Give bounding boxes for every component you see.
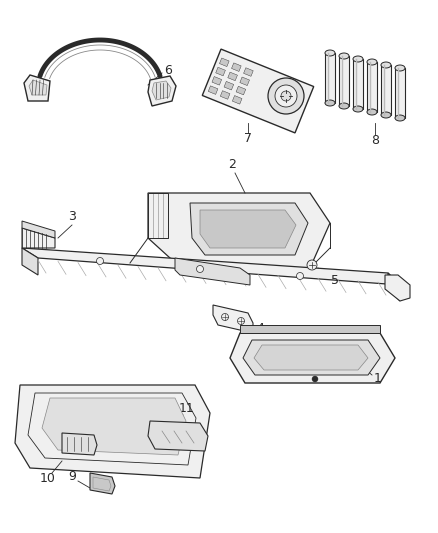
Polygon shape	[22, 248, 38, 275]
Text: 5: 5	[331, 274, 339, 287]
Ellipse shape	[381, 112, 391, 118]
Polygon shape	[385, 275, 410, 301]
Polygon shape	[22, 221, 55, 238]
Polygon shape	[220, 91, 230, 99]
Ellipse shape	[367, 59, 377, 65]
Polygon shape	[24, 75, 50, 101]
Polygon shape	[148, 193, 330, 268]
Ellipse shape	[325, 100, 335, 106]
Text: 6: 6	[164, 64, 172, 77]
Polygon shape	[148, 76, 176, 106]
Ellipse shape	[353, 56, 363, 62]
Circle shape	[268, 78, 304, 114]
Polygon shape	[381, 65, 391, 115]
Text: 10: 10	[40, 472, 56, 484]
Polygon shape	[213, 305, 253, 333]
Ellipse shape	[325, 50, 335, 56]
Ellipse shape	[395, 65, 405, 71]
Polygon shape	[152, 81, 171, 100]
Text: 4: 4	[256, 321, 264, 335]
Ellipse shape	[339, 53, 349, 59]
Text: 1: 1	[374, 373, 382, 385]
Polygon shape	[388, 273, 400, 301]
Polygon shape	[228, 72, 237, 80]
Polygon shape	[219, 58, 229, 67]
Polygon shape	[353, 59, 363, 109]
Text: 7: 7	[244, 132, 252, 144]
Ellipse shape	[381, 62, 391, 68]
Polygon shape	[240, 325, 380, 333]
Circle shape	[307, 260, 317, 270]
Polygon shape	[22, 248, 400, 285]
Circle shape	[297, 272, 304, 279]
Polygon shape	[212, 77, 222, 85]
Polygon shape	[254, 345, 368, 370]
Ellipse shape	[367, 109, 377, 115]
Text: 2: 2	[228, 158, 236, 172]
Text: 3: 3	[68, 211, 76, 223]
Polygon shape	[232, 95, 242, 104]
Polygon shape	[367, 62, 377, 112]
Polygon shape	[29, 80, 47, 95]
Polygon shape	[175, 258, 250, 285]
Polygon shape	[200, 210, 296, 248]
Polygon shape	[224, 82, 234, 90]
Polygon shape	[62, 433, 97, 455]
Polygon shape	[240, 77, 250, 86]
Circle shape	[312, 376, 318, 382]
Polygon shape	[208, 86, 218, 94]
Text: 8: 8	[371, 134, 379, 148]
Polygon shape	[230, 333, 395, 383]
Polygon shape	[148, 421, 208, 451]
Polygon shape	[325, 53, 335, 103]
Circle shape	[197, 265, 204, 272]
Polygon shape	[42, 398, 186, 455]
Polygon shape	[190, 203, 308, 255]
Polygon shape	[395, 68, 405, 118]
Polygon shape	[243, 340, 380, 375]
Polygon shape	[202, 49, 314, 133]
Circle shape	[281, 91, 291, 101]
Polygon shape	[22, 228, 55, 248]
Ellipse shape	[339, 103, 349, 109]
Circle shape	[275, 85, 297, 107]
Polygon shape	[232, 63, 241, 71]
Polygon shape	[216, 67, 226, 76]
Circle shape	[96, 257, 103, 264]
Polygon shape	[339, 56, 349, 106]
Polygon shape	[90, 473, 115, 494]
Polygon shape	[244, 68, 253, 76]
Ellipse shape	[395, 115, 405, 121]
Polygon shape	[236, 86, 246, 95]
Text: 11: 11	[179, 402, 195, 416]
Polygon shape	[15, 385, 210, 478]
Ellipse shape	[353, 106, 363, 112]
Text: 9: 9	[68, 471, 76, 483]
